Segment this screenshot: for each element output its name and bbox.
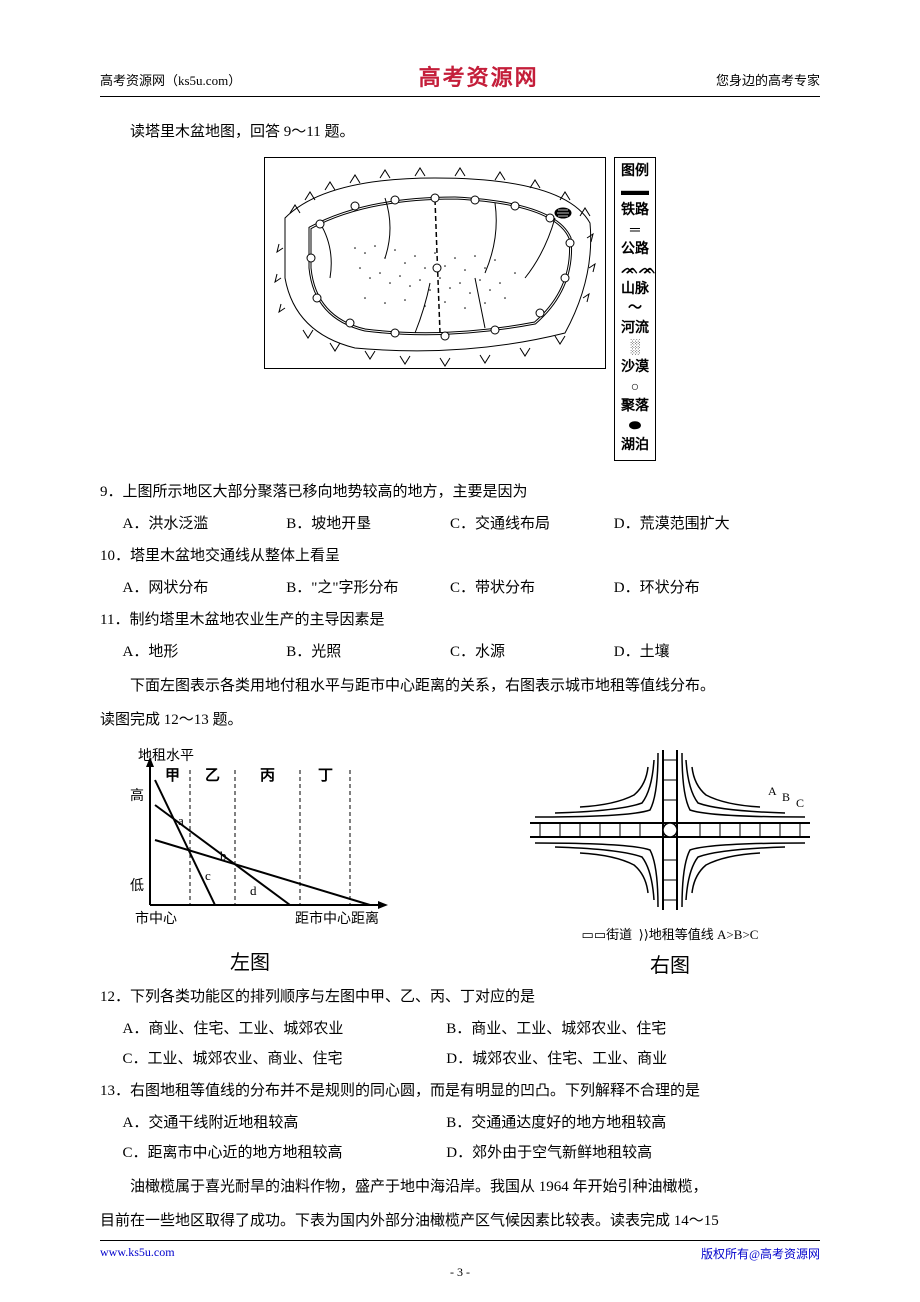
intro-9-11: 读塔里木盆地图，回答 9～11 题。 (100, 117, 820, 147)
legend-contour-icon: ⟩⟩ (639, 927, 649, 942)
svg-text:B: B (782, 790, 790, 804)
svg-text:低: 低 (130, 878, 144, 894)
q12-c: C．工业、城郊农业、商业、住宅 (123, 1044, 443, 1074)
right-chart: A B C ▭▭街道 ⟩⟩地租等值线 A>B>C 右图 (520, 745, 820, 978)
legend-item-rail: ▬▬铁路 (621, 182, 649, 221)
header-center: 高考资源网 (419, 60, 539, 92)
q9-c: C．交通线布局 (450, 509, 610, 539)
left-chart: 地租水平 高 低 甲 乙 丙 丁 a b c (100, 745, 400, 978)
q13-stem: 13．右图地租等值线的分布并不是规则的同心圆，而是有明显的凹凸。下列解释不合理的… (100, 1076, 820, 1106)
q13-d: D．郊外由于空气新鲜地租较高 (446, 1138, 766, 1168)
legend-item-road: ═公路 (621, 221, 649, 260)
svg-text:高: 高 (130, 787, 144, 804)
footer-url: www.ks5u.com (100, 1245, 175, 1262)
q10-c: C．带状分布 (450, 573, 610, 603)
olive-para-2: 目前在一些地区取得了成功。下表为国内外部分油橄榄产区气候因素比较表。读表完成 1… (100, 1206, 820, 1236)
svg-text:丁: 丁 (318, 768, 333, 784)
q12-a: A．商业、住宅、工业、城郊农业 (123, 1014, 443, 1044)
tarim-basin-map (264, 157, 606, 374)
q13-options: A．交通干线附近地租较高 B．交通通达度好的地方地租较高 C．距离市中心近的地方… (100, 1108, 820, 1168)
intro-12-13-a: 下面左图表示各类用地付租水平与距市中心距离的关系，右图表示城市地租等值线分布。 (100, 671, 820, 701)
svg-text:A: A (768, 784, 777, 798)
q13-b: B．交通通达度好的地方地租较高 (446, 1108, 766, 1138)
q10-a: A．网状分布 (123, 573, 283, 603)
q12-b: B．商业、工业、城郊农业、住宅 (446, 1014, 766, 1044)
olive-para-1: 油橄榄属于喜光耐旱的油料作物，盛产于地中海沿岸。我国从 1964 年开始引种油橄… (100, 1172, 820, 1202)
charts-row: 地租水平 高 低 甲 乙 丙 丁 a b c (100, 745, 820, 978)
header-right: 您身边的高考专家 (716, 70, 820, 89)
q9-options: A．洪水泛滥 B．坡地开垦 C．交通线布局 D．荒漠范围扩大 (100, 509, 820, 539)
page: 高考资源网（ks5u.com） 高考资源网 您身边的高考专家 读塔里木盆地图，回… (0, 0, 920, 1302)
svg-text:a: a (178, 813, 184, 828)
right-chart-legend: ▭▭街道 ⟩⟩地租等值线 A>B>C (520, 924, 820, 943)
q12-options: A．商业、住宅、工业、城郊农业 B．商业、工业、城郊农业、住宅 C．工业、城郊农… (100, 1014, 820, 1074)
q10-d: D．环状分布 (614, 573, 774, 603)
q13-a: A．交通干线附近地租较高 (123, 1108, 443, 1138)
legend-item-river: 〜河流 (621, 299, 649, 338)
svg-text:甲: 甲 (165, 767, 180, 784)
legend-street-icon: ▭▭ (582, 927, 607, 942)
q9-b: B．坡地开垦 (286, 509, 446, 539)
footer-copyright: 版权所有@高考资源网 (701, 1245, 820, 1262)
tarim-map-legend: 图例 ▬▬铁路 ═公路 ᨏᨏ山脉 〜河流 ░沙漠 ○聚落 ⬬湖泊 (614, 157, 656, 461)
q11-options: A．地形 B．光照 C．水源 D．土壤 (100, 637, 820, 667)
svg-text:距市中心距离: 距市中心距离 (295, 910, 379, 927)
svg-text:c: c (205, 868, 211, 883)
legend-item-desert: ░沙漠 (621, 338, 649, 377)
page-number: - 3 - (0, 1265, 920, 1280)
svg-text:C: C (796, 796, 804, 810)
legend-item-settlement: ○聚落 (621, 378, 649, 417)
svg-text:市中心: 市中心 (135, 910, 177, 927)
q9-d: D．荒漠范围扩大 (614, 509, 774, 539)
q10-b: B．"之"字形分布 (286, 573, 446, 603)
left-chart-caption: 左图 (100, 946, 400, 975)
page-header: 高考资源网（ks5u.com） 高考资源网 您身边的高考专家 (100, 60, 820, 97)
svg-text:d: d (250, 883, 257, 898)
svg-text:b: b (220, 848, 227, 863)
header-left: 高考资源网（ks5u.com） (100, 70, 241, 89)
legend-title: 图例 (621, 162, 649, 182)
legend-item-lake: ⬬湖泊 (621, 417, 649, 456)
q11-b: B．光照 (286, 637, 446, 667)
tarim-map-block: 图例 ▬▬铁路 ═公路 ᨏᨏ山脉 〜河流 ░沙漠 ○聚落 ⬬湖泊 (100, 157, 820, 461)
q9-stem: 9．上图所示地区大部分聚落已移向地势较高的地方，主要是因为 (100, 477, 820, 507)
q11-stem: 11．制约塔里木盆地农业生产的主导因素是 (100, 605, 820, 635)
q11-c: C．水源 (450, 637, 610, 667)
q13-c: C．距离市中心近的地方地租较高 (123, 1138, 443, 1168)
intro-12-13-b: 读图完成 12～13 题。 (100, 705, 820, 735)
q11-d: D．土壤 (614, 637, 774, 667)
q10-stem: 10．塔里木盆地交通线从整体上看呈 (100, 541, 820, 571)
q10-options: A．网状分布 B．"之"字形分布 C．带状分布 D．环状分布 (100, 573, 820, 603)
q12-d: D．城郊农业、住宅、工业、商业 (446, 1044, 766, 1074)
ylabel: 地租水平 (138, 748, 194, 764)
legend-item-mountain: ᨏᨏ山脉 (621, 260, 649, 299)
right-chart-caption: 右图 (520, 949, 820, 978)
q9-a: A．洪水泛滥 (123, 509, 283, 539)
q11-a: A．地形 (123, 637, 283, 667)
q12-stem: 12．下列各类功能区的排列顺序与左图中甲、乙、丙、丁对应的是 (100, 982, 820, 1012)
page-footer: www.ks5u.com 版权所有@高考资源网 (100, 1240, 820, 1262)
svg-text:乙: 乙 (205, 768, 220, 784)
svg-text:丙: 丙 (260, 767, 275, 784)
